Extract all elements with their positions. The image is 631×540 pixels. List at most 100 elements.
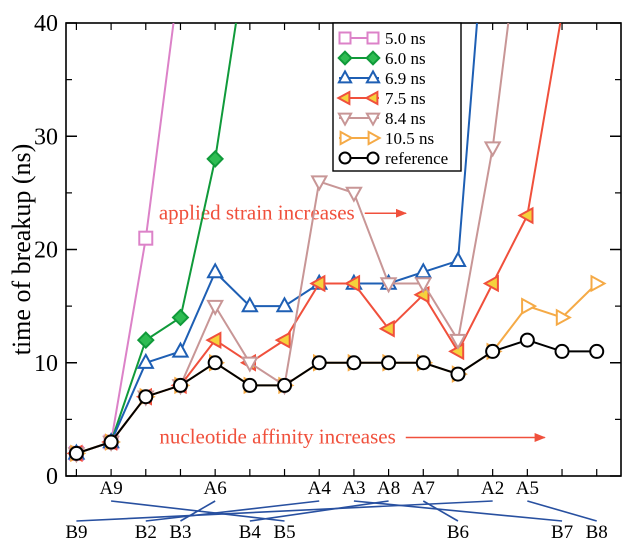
site-label-top: A7 xyxy=(412,478,435,499)
data-point-reference xyxy=(277,377,293,393)
legend-marker-7-5-ns xyxy=(364,90,379,106)
data-point-7-5-ns xyxy=(517,206,534,225)
legend-marker-10-5-ns xyxy=(339,130,354,146)
data-point-reference xyxy=(346,355,362,371)
legend-marker-reference xyxy=(366,151,380,165)
legend-marker-reference xyxy=(338,151,352,165)
data-point-reference xyxy=(381,355,397,371)
data-point-7-5-ns xyxy=(274,331,291,349)
site-label-top: A8 xyxy=(377,478,400,499)
data-point-6-0-ns xyxy=(136,331,155,350)
annotations: applied strain increases nucleotide affin… xyxy=(159,200,546,448)
data-point-7-5-ns xyxy=(309,274,326,293)
data-point-6-9-ns xyxy=(206,262,224,279)
data-point-10-5-ns xyxy=(555,308,572,327)
data-point-reference xyxy=(554,343,570,359)
site-label-bottom: B5 xyxy=(273,522,295,540)
data-point-reference xyxy=(242,377,258,393)
data-point-6-0-ns xyxy=(206,149,225,168)
y-axis-label: time of breakup (ns) xyxy=(7,144,36,356)
data-point-reference xyxy=(450,366,466,382)
data-point-8-4-ns xyxy=(310,175,329,192)
y-tick-label: 0 xyxy=(46,464,58,490)
site-label-top: A4 xyxy=(308,478,332,499)
legend-label-10-5-ns: 10.5 ns xyxy=(385,129,434,148)
data-point-7-5-ns xyxy=(205,331,222,349)
data-point-6-9-ns xyxy=(136,352,155,369)
data-point-8-4-ns xyxy=(379,277,398,294)
legend-marker-6-0-ns xyxy=(365,50,381,66)
legend-label-5-0-ns: 5.0 ns xyxy=(385,29,426,48)
data-point-reference xyxy=(68,445,84,461)
site-label-bottom: B6 xyxy=(447,522,469,540)
data-point-7-5-ns xyxy=(378,319,395,338)
site-label-bottom: B7 xyxy=(551,522,573,540)
data-point-reference xyxy=(207,355,223,371)
legend-label-reference: reference xyxy=(385,149,448,168)
data-point-8-4-ns xyxy=(414,277,433,294)
data-point-reference xyxy=(138,389,154,405)
data-point-5-0-ns xyxy=(138,230,154,246)
site-label-top: A6 xyxy=(204,478,227,499)
site-connector xyxy=(527,500,597,522)
y-tick-label: 40 xyxy=(34,11,58,37)
data-point-reference xyxy=(103,434,119,450)
legend-marker-7-5-ns xyxy=(336,90,351,106)
data-point-7-5-ns xyxy=(448,342,465,361)
legend-label-6-9-ns: 6.9 ns xyxy=(385,69,426,88)
site-label-top: A9 xyxy=(99,478,122,499)
site-label-bottom: B4 xyxy=(239,522,262,540)
site-label-top: A3 xyxy=(342,478,365,499)
data-point-6-9-ns xyxy=(241,296,259,313)
data-point-10-5-ns xyxy=(590,274,607,293)
y-tick-label: 10 xyxy=(34,351,58,377)
data-point-8-4-ns xyxy=(241,356,259,373)
data-point-6-9-ns xyxy=(275,296,294,313)
data-point-8-4-ns xyxy=(206,299,224,316)
site-label-top: A5 xyxy=(516,478,539,499)
legend-marker-6-0-ns xyxy=(337,50,353,66)
y-tick-label: 30 xyxy=(34,124,58,150)
axes: 0 10 20 30 40 time of breakup (ns) xyxy=(7,11,622,490)
data-point-7-5-ns xyxy=(482,274,499,293)
data-point-7-5-ns xyxy=(344,274,361,293)
data-point-reference xyxy=(311,355,327,371)
data-point-6-0-ns xyxy=(171,308,190,327)
legend-marker-8-4-ns xyxy=(337,112,353,127)
series-line-6-0-ns xyxy=(76,23,237,455)
series-group xyxy=(66,23,607,464)
site-connector xyxy=(76,500,493,522)
y-tick-label: 20 xyxy=(34,238,58,264)
annotation-text: nucleotide affinity increases xyxy=(159,424,395,448)
legend-label-8-4-ns: 8.4 ns xyxy=(385,109,426,128)
legend-label-6-0-ns: 6.0 ns xyxy=(385,49,426,68)
site-connector xyxy=(180,500,216,522)
data-point-10-5-ns xyxy=(521,297,538,315)
data-point-reference xyxy=(415,355,431,371)
data-point-reference xyxy=(589,343,605,359)
data-point-6-9-ns xyxy=(449,250,467,267)
data-point-8-4-ns xyxy=(345,186,363,203)
legend-marker-10-5-ns xyxy=(367,130,382,146)
series-line-5-0-ns xyxy=(76,23,175,455)
legend-marker-6-9-ns xyxy=(365,69,381,84)
legend-marker-6-9-ns xyxy=(337,69,353,84)
data-point-6-9-ns xyxy=(171,341,190,358)
data-point-reference xyxy=(519,332,535,348)
site-label-bottom: B2 xyxy=(135,522,157,540)
site-connector xyxy=(145,500,320,522)
data-point-8-4-ns xyxy=(483,141,502,158)
series-line-reference xyxy=(76,339,597,455)
data-point-7-5-ns xyxy=(413,285,430,304)
site-connector xyxy=(249,500,389,522)
annotation-text: applied strain increases xyxy=(159,200,355,224)
legend-marker-5-0-ns xyxy=(338,31,352,45)
legend-marker-8-4-ns xyxy=(365,112,381,127)
site-labels: A9 A6 A4 A3 A8 A7 A2 A5 B9 B2 B3 B4 B5 B6 B7 B8 xyxy=(65,478,608,540)
site-label-bottom: B9 xyxy=(65,522,87,540)
legend-label-7-5-ns: 7.5 ns xyxy=(385,89,426,108)
site-connector xyxy=(353,500,563,522)
data-point-8-4-ns xyxy=(449,333,467,350)
